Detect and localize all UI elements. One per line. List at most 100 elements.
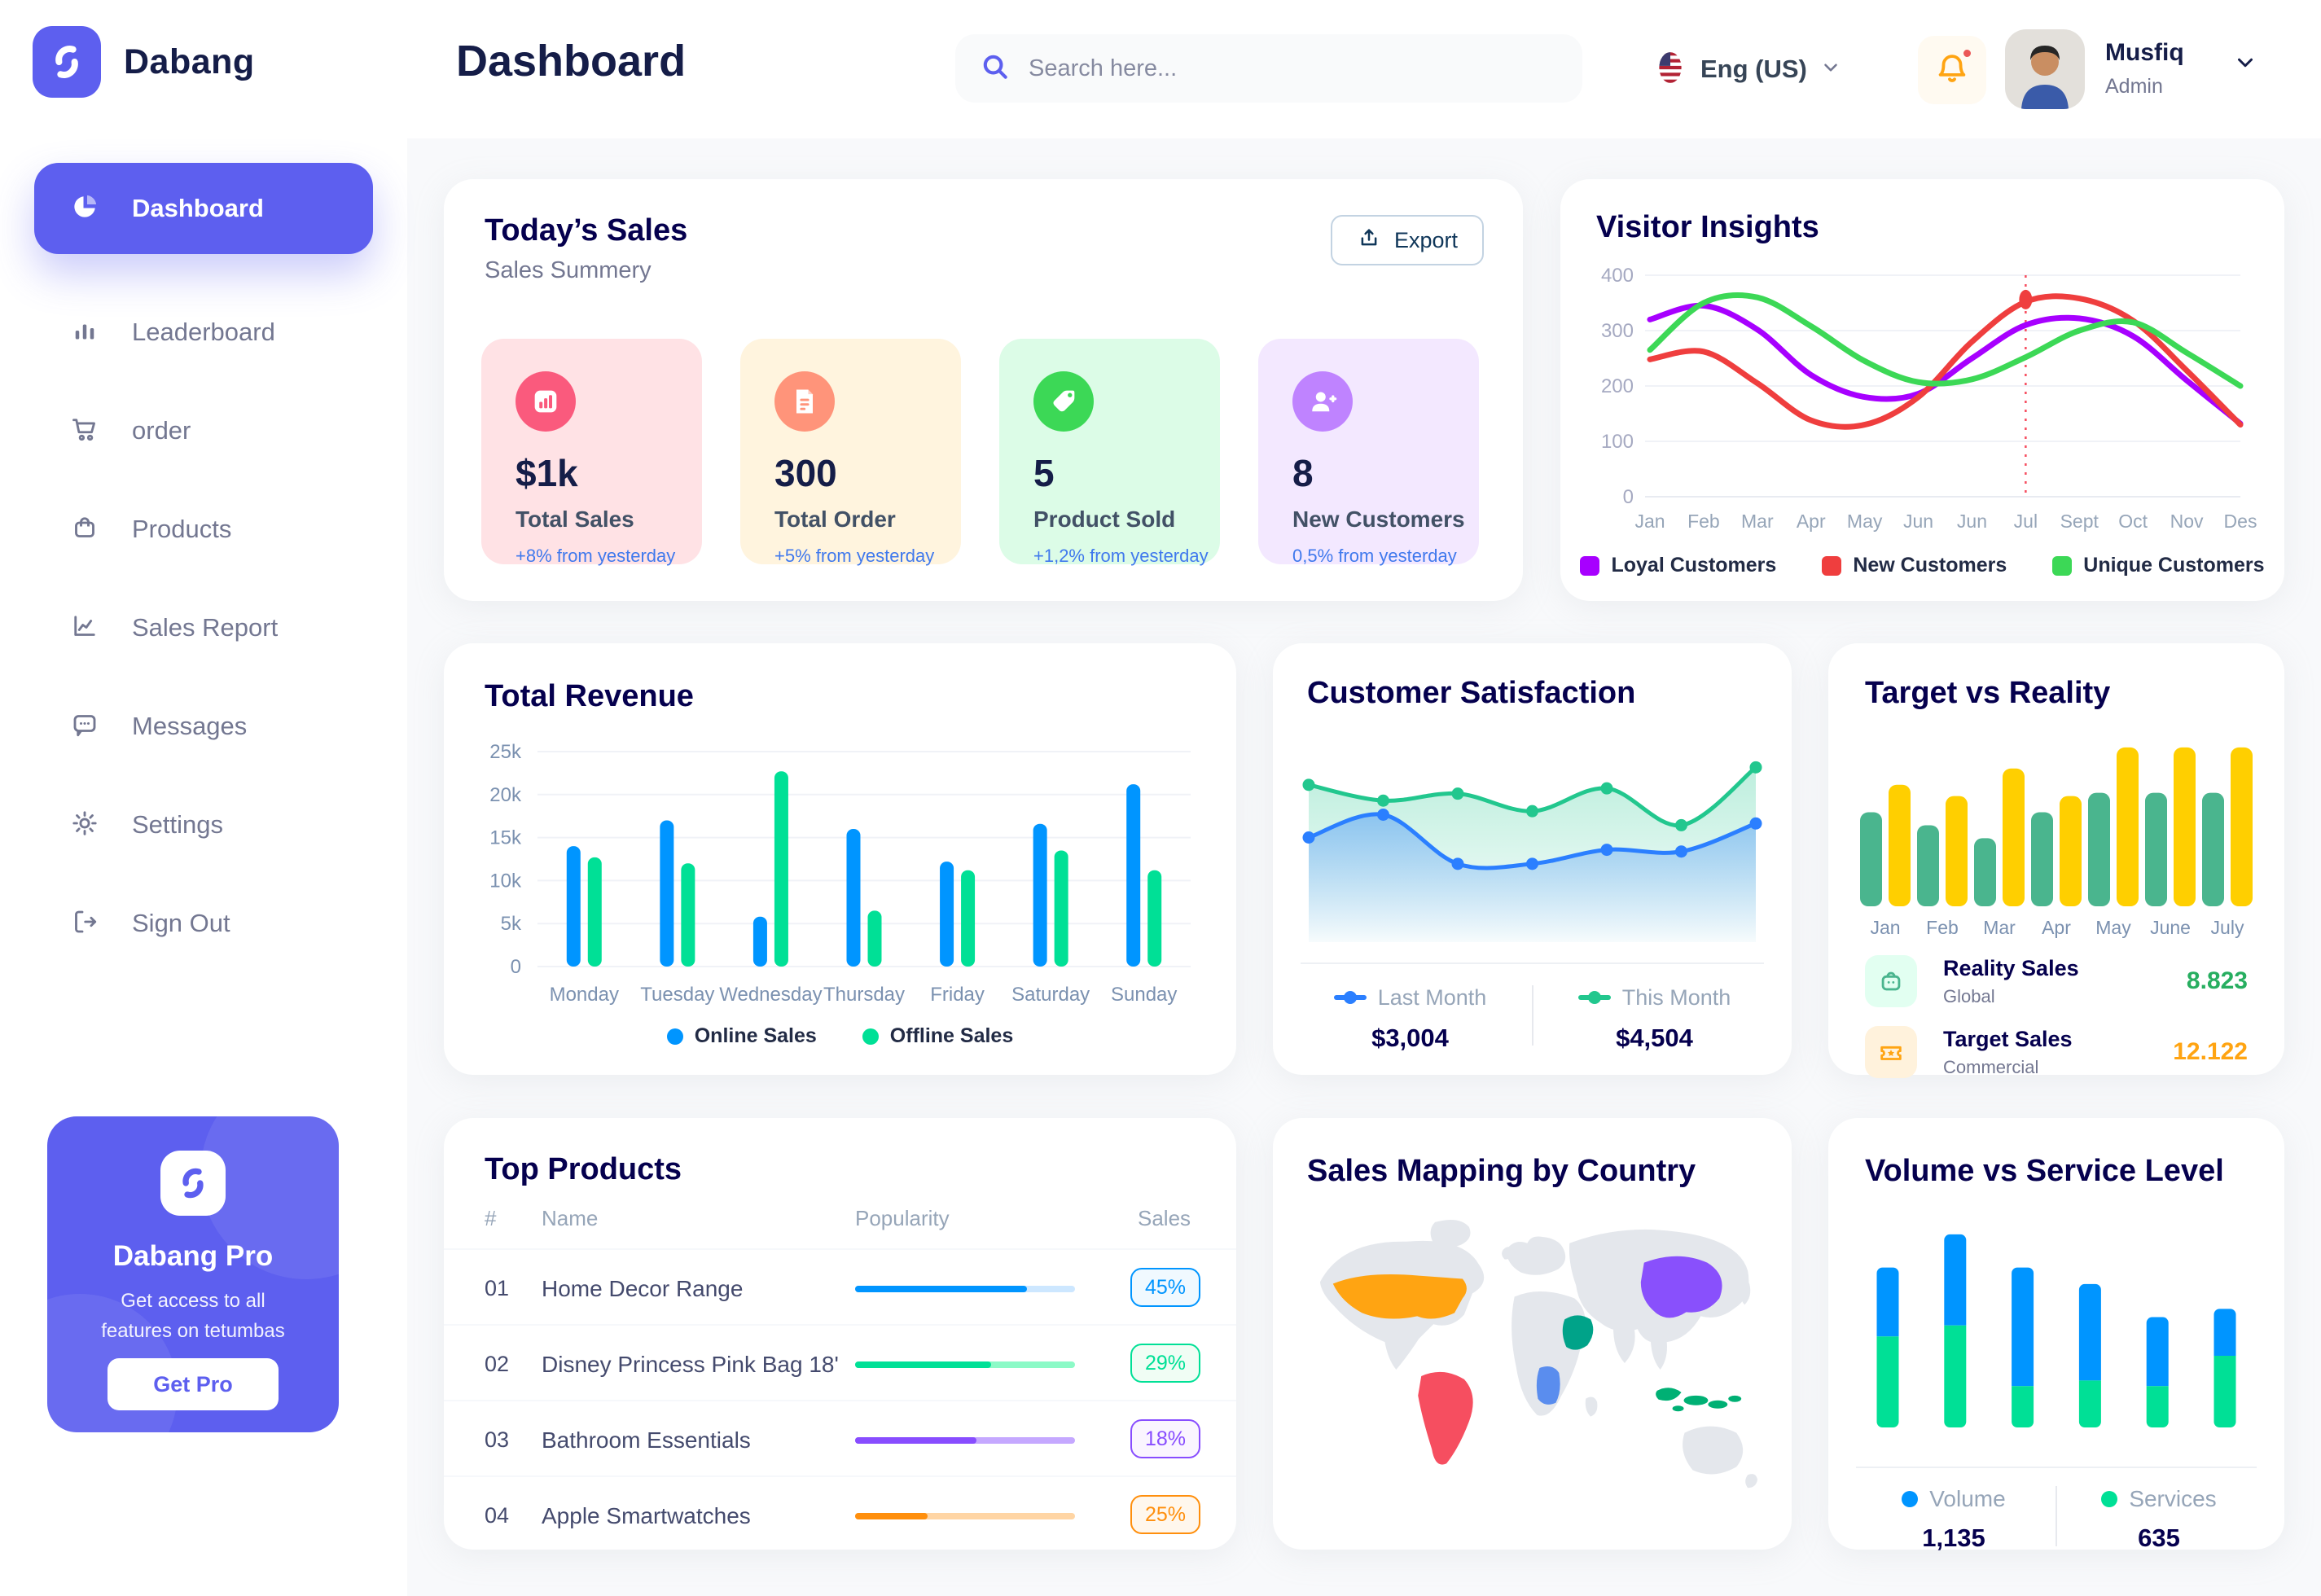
product-rank: 03 [485, 1427, 510, 1452]
legend-label: Online Sales [694, 1024, 817, 1047]
sidebar-item-sign-out[interactable]: Sign Out [34, 878, 373, 969]
sidebar-item-dashboard[interactable]: Dashboard [34, 163, 373, 254]
sidebar-item-leaderboard[interactable]: Leaderboard [34, 287, 373, 378]
signout-icon [70, 907, 99, 940]
pro-description: Get access to all features on tetumbas [47, 1286, 339, 1346]
stat-value: $1k [516, 452, 578, 494]
pie-icon [70, 192, 99, 226]
sidebar-item-order[interactable]: order [34, 385, 373, 476]
receipt-icon [774, 371, 835, 432]
brand[interactable]: Dabang [33, 26, 255, 98]
volume-value: 1,135 [1922, 1524, 1985, 1552]
bars-icon [70, 316, 99, 349]
this-month-value: $4,504 [1616, 1024, 1693, 1052]
notifications-button[interactable] [1918, 36, 1986, 104]
last-month-label: Last Month [1377, 985, 1487, 1010]
language-selector[interactable]: Eng (US) [1653, 44, 1841, 94]
sidebar-item-label: Sign Out [132, 909, 230, 937]
legend-label: Offline Sales [889, 1024, 1014, 1047]
column-header-sales: Sales [1138, 1206, 1191, 1230]
svg-text:Jan: Jan [1634, 511, 1665, 532]
legend-item: Online Sales [666, 1024, 817, 1048]
popularity-bar [855, 1361, 1075, 1368]
stat-value: 300 [774, 452, 837, 494]
sales-mapping-title: Sales Mapping by Country [1307, 1154, 1696, 1188]
user-name: Musfiq [2105, 39, 2184, 66]
svg-text:300: 300 [1601, 320, 1634, 342]
page-title: Dashboard [456, 37, 687, 86]
customer-satisfaction-card: Customer Satisfaction Last Month $3,004 [1273, 643, 1792, 1075]
product-name: Bathroom Essentials [542, 1427, 751, 1453]
map-madagascar [1585, 1396, 1598, 1417]
stat-label: New Customers [1292, 506, 1465, 532]
product-name: Apple Smartwatches [542, 1503, 751, 1528]
map-country-indonesia[interactable] [1656, 1388, 1742, 1412]
export-button[interactable]: Export [1330, 215, 1484, 265]
stat-card-new-customers: 8 New Customers 0,5% from yesterday [1258, 339, 1479, 566]
legend-item: Loyal Customers [1580, 554, 1776, 577]
search-box[interactable] [955, 34, 1582, 103]
avatar[interactable] [2005, 29, 2085, 109]
svg-text:100: 100 [1601, 431, 1634, 453]
svg-text:Jan: Jan [1870, 917, 1900, 938]
svg-text:Mar: Mar [1741, 511, 1774, 532]
stat-delta: +5% from yesterday [774, 546, 935, 566]
total-revenue-title: Total Revenue [485, 679, 694, 713]
svg-text:Mar: Mar [1983, 917, 2016, 938]
get-pro-button[interactable]: Get Pro [107, 1358, 279, 1410]
user-menu-chevron-icon[interactable] [2233, 50, 2257, 79]
svg-text:25k: 25k [489, 741, 522, 763]
map-country-usa[interactable] [1332, 1274, 1467, 1319]
svg-text:May: May [2095, 917, 2131, 938]
legend-label: Unique Customers [2083, 554, 2265, 577]
todays-sales-subtitle: Sales Summery [485, 257, 652, 283]
sales-badge: 25% [1130, 1495, 1200, 1534]
svg-text:July: July [2211, 917, 2244, 938]
stat-card-total-order: 300 Total Order +5% from yesterday [740, 339, 961, 566]
services-dot-icon [2101, 1491, 2118, 1507]
product-rank: 02 [485, 1352, 510, 1376]
chevron-down-icon [1820, 57, 1841, 82]
legend-label: Loyal Customers [1611, 554, 1777, 577]
sales-badge: 45% [1130, 1268, 1200, 1307]
svg-text:Tuesday: Tuesday [640, 984, 714, 1006]
volume-dot-icon [1902, 1491, 1919, 1507]
volume-legend: Volume 1,135 [1876, 1486, 2031, 1553]
map-greenland [1430, 1220, 1471, 1248]
table-row: 03 Bathroom Essentials 18% [444, 1400, 1236, 1475]
map-country-china[interactable] [1640, 1256, 1722, 1318]
map-country-congo[interactable] [1536, 1366, 1560, 1405]
sidebar-item-messages[interactable]: Messages [34, 681, 373, 772]
legend-swatch-icon [1822, 555, 1842, 576]
stat-label: Total Order [774, 506, 896, 532]
sidebar-nav: Dashboard Leaderboard order Products Sales R… [0, 163, 407, 976]
services-label: Services [2129, 1486, 2217, 1511]
divider [1301, 962, 1764, 964]
search-input[interactable] [1029, 55, 1517, 82]
map-india [1612, 1324, 1635, 1364]
map-uk [1502, 1247, 1513, 1260]
bag-icon [70, 513, 99, 546]
svg-text:Apr: Apr [1797, 511, 1826, 532]
volume-service-chart [1876, 1234, 2236, 1427]
customer-satisfaction-chart [1302, 761, 1762, 942]
sidebar-item-products[interactable]: Products [34, 484, 373, 575]
stat-value: 5 [1033, 452, 1055, 494]
volume-service-title: Volume vs Service Level [1865, 1154, 2224, 1188]
table-row: 02 Disney Princess Pink Bag 18' 29% [444, 1324, 1236, 1400]
map-country-brazil[interactable] [1418, 1371, 1473, 1465]
svg-text:Saturday: Saturday [1011, 984, 1090, 1006]
map-country-saudi[interactable] [1562, 1315, 1594, 1350]
export-icon [1357, 226, 1381, 256]
sidebar-item-sales-report[interactable]: Sales Report [34, 582, 373, 673]
world-map [1319, 1220, 1758, 1489]
svg-text:0: 0 [1623, 486, 1634, 508]
svg-text:200: 200 [1601, 375, 1634, 397]
sidebar-item-settings[interactable]: Settings [34, 779, 373, 870]
column-header-name: Name [542, 1206, 599, 1230]
legend-item: Offline Sales [862, 1024, 1013, 1048]
divider [2056, 1486, 2057, 1546]
services-value: 635 [2138, 1524, 2180, 1552]
svg-text:Jul: Jul [2014, 511, 2038, 532]
svg-text:Apr: Apr [2042, 917, 2071, 938]
